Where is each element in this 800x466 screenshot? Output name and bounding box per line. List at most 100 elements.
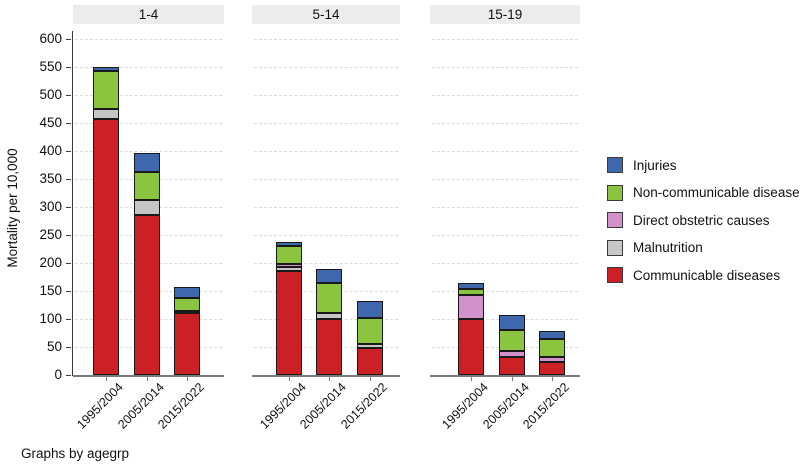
bar-segment-obstetric (539, 357, 565, 363)
legend-item-obstetric: Direct obstetric causes (607, 212, 800, 229)
bar-segment-communicable (499, 356, 525, 375)
panel-title: 1-4 (73, 5, 224, 24)
bar-segment-injuries (458, 282, 484, 290)
gridline (254, 151, 398, 152)
x-tick (147, 376, 149, 381)
x-tick-label: 1995/2004 (74, 380, 126, 432)
legend-item-communicable: Communicable diseases (607, 267, 800, 284)
y-tick (66, 94, 71, 96)
x-tick (512, 376, 514, 381)
graphs-by-note: Graphs by agegrp (21, 446, 130, 461)
bar-segment-ncd (174, 298, 200, 311)
bar-segment-injuries (134, 152, 160, 172)
bar-segment-communicable (458, 319, 484, 375)
y-axis-line (71, 31, 73, 376)
y-tick (66, 234, 71, 236)
bar-segment-communicable (174, 313, 200, 375)
y-tick (66, 122, 71, 124)
gridline (432, 67, 578, 68)
gridline (75, 39, 222, 40)
x-axis-line (252, 375, 400, 377)
legend-swatch-non-communicable (607, 184, 623, 201)
x-tick (106, 376, 108, 381)
x-tick (552, 376, 554, 381)
gridline (75, 95, 222, 96)
legend-item-non-communicable: Non-communicable diseases (607, 184, 800, 202)
gridline (432, 95, 578, 96)
x-tick-label: 1995/2004 (439, 380, 491, 432)
bar-segment-malnutrition (316, 313, 342, 319)
legend-swatch-malnutrition (607, 239, 623, 256)
y-tick-label: 300 (39, 199, 62, 214)
legend-item-injuries: Injuries (607, 157, 800, 174)
bar-segment-malnutrition (134, 199, 160, 215)
panel-agegrp-1-4: 1-4 1995/2004 2005/2014 2015/2022 (73, 0, 224, 466)
bar-segment-injuries (276, 242, 302, 246)
bar-segment-obstetric (458, 295, 484, 319)
legend-swatch-injuries (607, 157, 623, 174)
bar-segment-communicable (134, 214, 160, 375)
x-tick-label: 2005/2014 (297, 380, 349, 432)
y-tick-label: 100 (39, 311, 62, 326)
gridline (432, 123, 578, 124)
bar-segment-communicable (93, 119, 119, 375)
x-tick (187, 376, 189, 381)
legend-swatch-communicable (607, 267, 623, 284)
legend-swatch-obstetric (607, 212, 623, 229)
bar-segment-ncd (316, 283, 342, 314)
bar-segment-communicable (276, 270, 302, 375)
bar-segment-injuries (316, 269, 342, 284)
legend-label-communicable: Communicable diseases (633, 267, 781, 283)
gridline (75, 123, 222, 124)
gridline (254, 123, 398, 124)
plot-area (430, 39, 580, 375)
gridline (254, 263, 398, 264)
panel-agegrp-5-14: 5-14 1995/2004 2005/2014 2015/2022 (252, 0, 400, 466)
bar-segment-ncd (276, 245, 302, 264)
bar-segment-communicable (539, 362, 565, 375)
bar-segment-communicable (316, 319, 342, 375)
bar-segment-injuries (174, 286, 200, 299)
y-tick (66, 178, 71, 180)
x-tick (370, 376, 372, 381)
plot-area (252, 39, 400, 375)
y-tick-label: 350 (39, 171, 62, 186)
y-tick-label: 500 (39, 87, 62, 102)
gridline (254, 179, 398, 180)
y-tick-label: 600 (39, 31, 62, 46)
bar-segment-ncd (134, 171, 160, 200)
gridline (75, 67, 222, 68)
legend-label-malnutrition: Malnutrition (633, 240, 703, 256)
y-tick (66, 262, 71, 264)
bar-segment-ncd (539, 338, 565, 358)
y-tick-label: 0 (54, 367, 62, 382)
x-tick-label: 1995/2004 (257, 380, 309, 432)
y-tick-label: 400 (39, 143, 62, 158)
y-tick-label: 200 (39, 255, 62, 270)
gridline (75, 151, 222, 152)
bar-segment-malnutrition (276, 266, 302, 271)
bar-segment-injuries (539, 331, 565, 339)
gridline (432, 39, 578, 40)
panel-agegrp-15-19: 15-19 1995/2004 2005/2014 2015/2022 (430, 0, 580, 466)
legend-label-non-communicable: Non-communicable diseases (633, 185, 800, 201)
y-tick-label: 250 (39, 227, 62, 242)
bar-segment-communicable (357, 347, 383, 375)
legend: Injuries Non-communicable diseases Direc… (607, 157, 800, 284)
legend-label-obstetric: Direct obstetric causes (633, 212, 770, 228)
x-tick (329, 376, 331, 381)
y-tick (66, 206, 71, 208)
y-tick (66, 346, 71, 348)
gridline (254, 207, 398, 208)
x-axis-line (73, 375, 224, 377)
gridline (432, 151, 578, 152)
bar-segment-malnutrition (174, 310, 200, 314)
plot-area (73, 39, 224, 375)
legend-item-malnutrition: Malnutrition (607, 239, 800, 257)
bar-segment-injuries (357, 300, 383, 319)
gridline (432, 291, 578, 292)
y-tick (66, 38, 71, 40)
y-tick (66, 66, 71, 68)
bar-segment-obstetric (276, 263, 302, 267)
